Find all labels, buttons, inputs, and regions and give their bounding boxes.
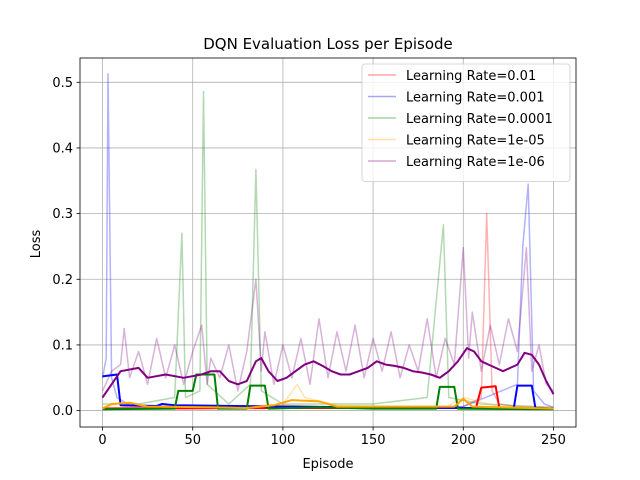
chart-title: DQN Evaluation Loss per Episode xyxy=(203,35,453,53)
y-axis-title: Loss xyxy=(29,230,44,259)
legend: Learning Rate=0.01 Learning Rate=0.001 Lea… xyxy=(361,63,571,182)
series-lines xyxy=(101,73,555,411)
y-tick-label: 0.2 xyxy=(52,273,73,288)
series-raw-line-0 xyxy=(102,212,554,409)
legend-label: Learning Rate=0.01 xyxy=(406,69,536,84)
series-avg-line-3 xyxy=(102,397,554,410)
x-tick-label: 50 xyxy=(184,433,201,448)
series-avg-line-2 xyxy=(102,373,554,411)
x-tick-label: 250 xyxy=(541,433,566,448)
series-raw-line-4 xyxy=(101,247,555,392)
x-tick-label: 100 xyxy=(270,433,295,448)
y-tick-label: 0.3 xyxy=(52,207,73,222)
y-tick-label: 0.5 xyxy=(52,76,73,91)
x-axis-title: Episode xyxy=(302,457,353,472)
legend-label: Learning Rate=0.001 xyxy=(406,91,545,106)
legend-label: Learning Rate=0.0001 xyxy=(406,112,553,127)
legend-box xyxy=(361,63,571,182)
y-tick-label: 0.4 xyxy=(52,141,73,156)
x-tick-label: 0 xyxy=(98,433,106,448)
x-tick-label: 150 xyxy=(361,433,386,448)
axes xyxy=(76,57,577,431)
series-avg-line-4 xyxy=(101,347,555,399)
y-tick-label: 0.1 xyxy=(52,338,73,353)
plot-frame xyxy=(79,57,577,428)
legend-label: Learning Rate=1e-05 xyxy=(406,134,545,149)
tick-labels: 0 50 100 150 200 250 0.0 0.1 0.2 0.3 0.4 0.5 xyxy=(52,76,566,448)
series-raw-line-2 xyxy=(102,90,554,409)
y-tick-label: 0.0 xyxy=(52,404,73,419)
legend-label: Learning Rate=1e-06 xyxy=(406,155,545,170)
x-tick-label: 200 xyxy=(451,433,476,448)
